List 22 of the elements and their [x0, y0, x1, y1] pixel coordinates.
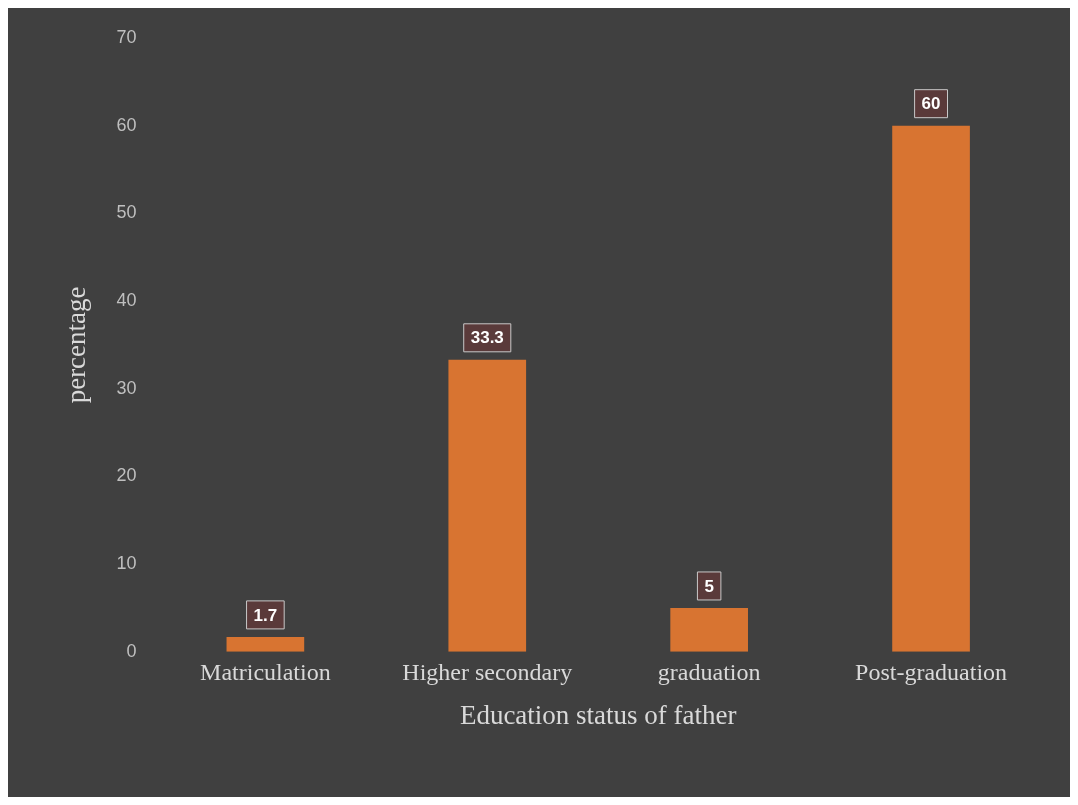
bar [226, 636, 305, 652]
bar [448, 359, 527, 652]
x-tick-label: graduation [657, 659, 761, 686]
y-tick-label: 10 [116, 553, 137, 574]
bar [670, 607, 748, 652]
x-tick-label: Matriculation [200, 659, 331, 686]
y-tick-label: 50 [116, 202, 137, 223]
y-tick-label: 20 [116, 465, 137, 486]
y-tick-label: 0 [126, 640, 137, 661]
data-label: 1.7 [253, 605, 278, 625]
x-tick-label: Post-graduation [855, 659, 1008, 686]
y-tick-label: 40 [116, 290, 137, 311]
data-label: 60 [921, 94, 941, 114]
data-label: 33.3 [470, 328, 504, 348]
y-tick-label: 30 [116, 377, 137, 398]
bar [892, 125, 970, 652]
data-label: 5 [704, 576, 714, 596]
x-axis-title: Education status of father [459, 699, 737, 730]
x-tick-label: Higher secondary [402, 659, 573, 686]
y-tick-label: 60 [116, 114, 137, 135]
y-tick-label: 70 [116, 26, 137, 47]
y-axis-title: percentage [61, 286, 92, 404]
